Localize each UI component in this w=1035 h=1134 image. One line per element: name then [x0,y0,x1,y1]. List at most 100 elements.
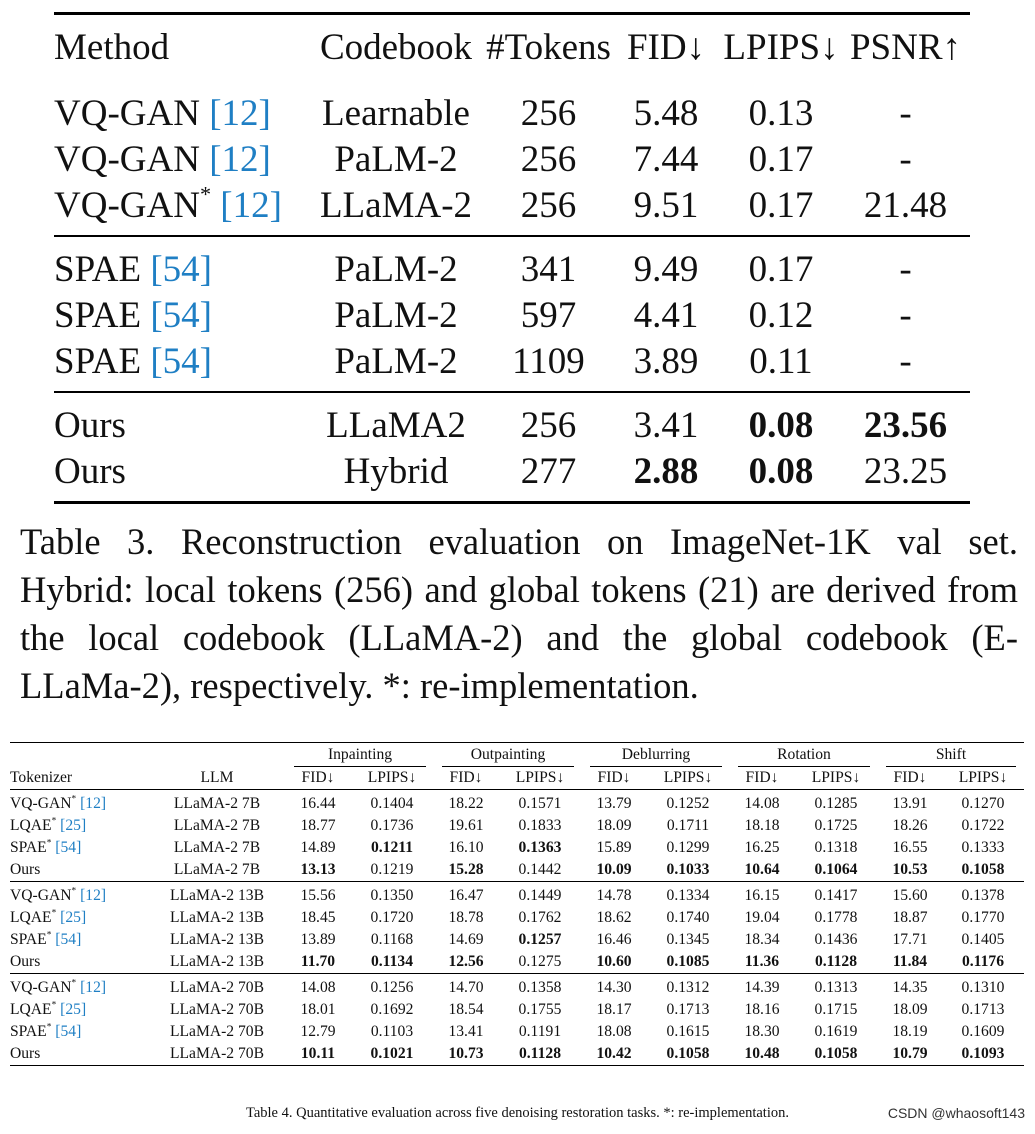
t4-value-cell: 10.79 [878,1043,942,1066]
t4-value-cell: 18.22 [434,789,498,815]
t4-value-cell: 18.01 [300,1001,336,1018]
t4-value-cell: 0.1778 [814,909,858,926]
t3-codebook-cell: PaLM-2 [334,295,458,336]
method-name: SPAE [54,341,151,382]
table-3: Method Codebook #Tokens FID↓ LPIPS↓ PSNR… [54,12,970,504]
t4-value-cell: 13.41 [448,1023,484,1040]
t3-tokens-cell: 256 [520,139,577,180]
t4-metric: FID↓ [745,769,779,786]
t3-codebook-cell: LLaMA-2 [319,185,473,226]
t4-task-outpainting: Outpainting [434,742,582,767]
t4-value-cell: 16.55 [892,839,928,856]
t4-llm-cell: LLaMA-2 13B [170,931,264,948]
t3-fid-cell: 9.49 [611,235,721,293]
t3-fid-cell: 4.41 [633,295,699,336]
t4-value-cell: 18.30 [744,1023,780,1040]
t4-tokenizer-cell: SPAE* [54] [10,929,148,951]
t4-value-cell: 11.70 [300,953,336,970]
t4-tokenizer-cell: Ours [10,1043,148,1066]
citation-link: [54] [55,1023,82,1040]
t4-value-cell: 13.13 [300,861,336,878]
t3-psnr-cell: 23.56 [841,391,970,449]
t4-tokenizer-cell: LQAE* [25] [10,815,148,837]
t4-llm-cell: LLaMA-2 13B [170,909,264,926]
tokenizer-name: LQAE [10,817,52,834]
t4-value-cell: 14.70 [434,973,498,999]
citation-link: [12] [209,93,271,134]
t4-value-cell: 14.08 [286,973,350,999]
citation-link: [12] [80,795,107,812]
t3-header-method: Method [54,12,306,81]
t4-metric: FID↓ [301,769,335,786]
t4-value-cell: 0.1449 [498,881,582,907]
method-name: VQ-GAN [54,139,210,180]
t4-value-cell: 0.1312 [646,973,730,999]
t3-lpips-cell: 0.17 [748,185,814,226]
method-name: VQ-GAN [54,93,210,134]
t4-tokenizer-cell: VQ-GAN* [12] [10,973,148,999]
t3-codebook-cell: Hybrid [306,449,486,504]
t4-row: VQ-GAN* [12] LLaMA-2 7B 16.44 0.1404 18.22 0.… [10,789,1024,815]
t4-value-cell: 18.54 [448,1001,484,1018]
t4-value-cell: 18.77 [300,817,336,834]
t4-value-cell: 16.44 [286,789,350,815]
tokenizer-name: LQAE [10,1001,52,1018]
table-4-caption: Table 4. Quantitative evaluation across … [246,1105,789,1121]
reimpl-marker: * [51,1000,57,1011]
t4-value-cell: 0.1033 [666,861,710,878]
t4-llm-cell: LLaMA-2 7B [148,789,286,815]
t4-value-cell: 0.1770 [961,909,1005,926]
citation-link: [25] [60,817,87,834]
reimpl-marker: * [46,838,52,849]
t4-value-cell: 10.60 [596,953,632,970]
t3-psnr-cell: - [899,93,912,134]
t4-row: LQAE* [25] LLaMA-2 13B 18.45 0.1720 18.78 0.1… [10,907,1024,929]
t4-value-cell: 0.1405 [961,931,1005,948]
t4-row: SPAE* [54] LLaMA-2 13B 13.89 0.1168 14.69 0.1… [10,929,1024,951]
reimpl-marker: * [71,794,77,805]
t3-header-fid: FID↓ [611,12,721,81]
t4-metric: LPIPS↓ [515,769,565,786]
t4-value-cell: 0.1252 [646,789,730,815]
t4-value-cell: 16.10 [448,839,484,856]
t3-psnr-cell: - [899,341,912,382]
t4-metric: LPIPS↓ [367,769,417,786]
citation-link: [54] [55,839,82,856]
tokenizer-name: LQAE [10,909,52,926]
t3-tokens-cell: 597 [520,295,577,336]
t4-value-cell: 0.1270 [942,789,1024,815]
t4-value-cell: 0.1021 [350,1043,434,1066]
t4-row: VQ-GAN* [12] LLaMA-2 13B 15.56 0.1350 16.47 0… [10,881,1024,907]
t3-row: VQ-GAN* [12] LLaMA-2 256 9.51 0.17 21.48 [54,183,970,236]
reimpl-marker: * [71,886,77,897]
t4-value-cell: 18.09 [892,1001,928,1018]
t4-value-cell: 14.39 [730,973,794,999]
t4-tokenizer-cell: Ours [10,859,148,882]
t3-psnr-cell: - [899,139,912,180]
t4-task-rotation: Rotation [730,742,878,767]
t3-codebook-cell: PaLM-2 [306,235,486,293]
t4-value-cell: 0.1128 [814,953,858,970]
tokenizer-name: VQ-GAN [10,979,72,996]
reimpl-marker: * [51,816,57,827]
t4-value-cell: 0.1299 [666,839,710,856]
t4-value-cell: 0.1609 [961,1023,1005,1040]
t3-fid-cell: 2.88 [611,449,721,504]
t4-value-cell: 0.1191 [518,1023,562,1040]
t4-value-cell: 18.19 [892,1023,928,1040]
t4-value-cell: 0.1168 [370,931,414,948]
t4-row: Ours LLaMA-2 7B 13.13 0.1219 15.28 0.1442 10.0… [10,859,1024,882]
t3-tokens-cell: 256 [520,93,577,134]
t3-tokens-cell: 256 [486,391,611,449]
t4-value-cell: 0.1256 [350,973,434,999]
t4-tokenizer-cell: VQ-GAN* [12] [10,789,148,815]
t3-tokens-cell: 341 [486,235,611,293]
t4-row: SPAE* [54] LLaMA-2 7B 14.89 0.1211 16.10 0.13… [10,837,1024,859]
t3-lpips-cell: 0.13 [748,93,814,134]
t3-row: SPAE [54] PaLM-2 597 4.41 0.12 - [54,293,970,339]
table-4: Inpainting Outpainting Deblurring Rotati… [10,742,1024,1066]
reimpl-marker: * [46,930,52,941]
t3-fid-cell: 3.89 [633,341,699,382]
reimpl-marker: * [199,181,212,207]
t4-llm-cell: LLaMA-2 7B [173,839,261,856]
